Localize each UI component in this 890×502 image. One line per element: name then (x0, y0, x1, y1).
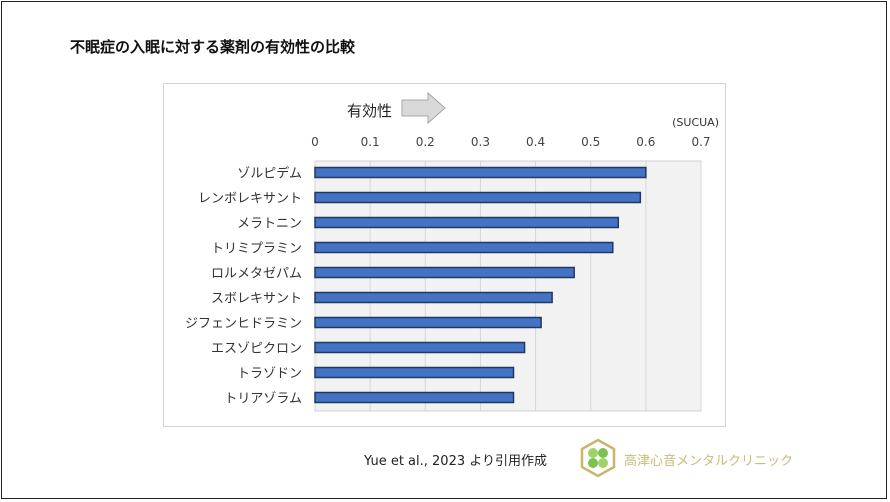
bar (314, 166, 647, 179)
category-label: メラトニン (237, 217, 302, 232)
category-label: ジフェンヒドラミン (185, 317, 302, 332)
chart: 0 0.1 0.2 0.3 0.4 0.5 0.6 0.7 (SUCUA) 有効性ゾルピデムレンボ… (163, 83, 726, 427)
bar (314, 316, 542, 329)
tick-label: 0.7 (691, 135, 710, 149)
clinic-logo-icon (580, 438, 616, 478)
arrow-right-icon (401, 91, 446, 125)
arrow-label: 有効性 (347, 102, 392, 120)
bar (314, 216, 620, 229)
tick-label: 0.3 (471, 135, 490, 149)
category-label: ゾルピデム (237, 166, 302, 182)
citation: Yue et al., 2023 より引用作成 (364, 454, 547, 469)
category-label: スボレキサント (211, 292, 302, 307)
slide-title: 不眠症の入眠に対する薬剤の有効性の比較 (70, 38, 356, 56)
tick-label: 0.6 (636, 135, 655, 149)
category-label: エスゾピクロン (211, 342, 302, 357)
category-label: ロルメタゼパム (211, 267, 302, 282)
unit-label: (SUCUA) (672, 116, 719, 129)
clinic-name: 高津心音メンタルクリニック (624, 454, 794, 469)
tick-label: 0.2 (416, 135, 435, 149)
chart-svg: 0 0.1 0.2 0.3 0.4 0.5 0.6 0.7 (SUCUA) 有効性ゾルピデムレンボ… (185, 91, 719, 412)
tick-label: 0 (311, 135, 319, 149)
tick-label: 0.4 (526, 135, 545, 149)
bar (314, 191, 642, 204)
tick-label: 0.1 (361, 135, 380, 149)
bar (314, 341, 526, 354)
tick-label: 0.5 (581, 135, 600, 149)
bar (314, 266, 575, 279)
bar (314, 391, 515, 404)
category-label: トリミプラミン (211, 242, 302, 257)
category-label: トリアゾラム (224, 392, 302, 407)
bar (314, 291, 553, 304)
bar (314, 366, 515, 379)
category-label: トラゾドン (237, 367, 302, 382)
category-label: レンボレキサント (198, 192, 302, 207)
bar (314, 241, 614, 254)
